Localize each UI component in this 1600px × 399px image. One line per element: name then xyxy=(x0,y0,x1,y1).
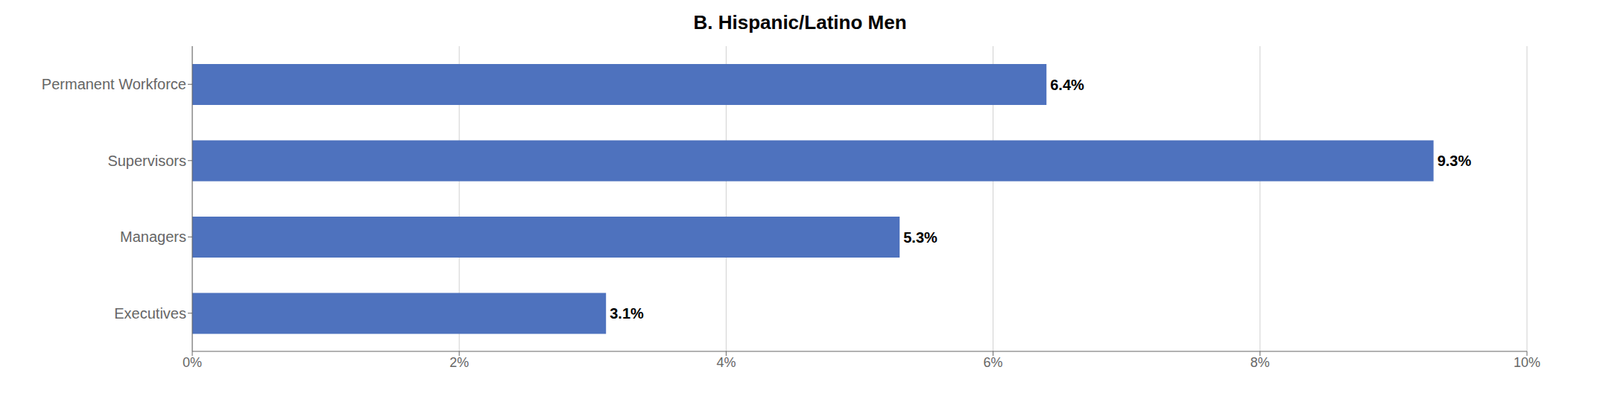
svg-text:5.3%: 5.3% xyxy=(903,229,938,246)
svg-text:3.1%: 3.1% xyxy=(609,305,644,322)
svg-text:6%: 6% xyxy=(983,355,1004,371)
svg-text:4%: 4% xyxy=(716,355,736,371)
svg-text:8%: 8% xyxy=(1250,355,1270,371)
html-text:B. Hispanic/Latino Men: B. Hispanic/Latino Men xyxy=(693,11,907,34)
svg-text:Permanent Workforce: Permanent Workforce xyxy=(41,76,187,93)
svg-text:Managers: Managers xyxy=(119,228,187,246)
svg-text:10%: 10% xyxy=(1513,355,1541,371)
svg-text:2%: 2% xyxy=(449,355,469,371)
svg-text:Supervisors: Supervisors xyxy=(107,152,187,170)
svg-text:0%: 0% xyxy=(182,355,202,371)
svg-text:Executives: Executives xyxy=(114,305,187,322)
svg-text:9.3%: 9.3% xyxy=(1437,152,1472,170)
svg-text:6.4%: 6.4% xyxy=(1050,76,1085,94)
